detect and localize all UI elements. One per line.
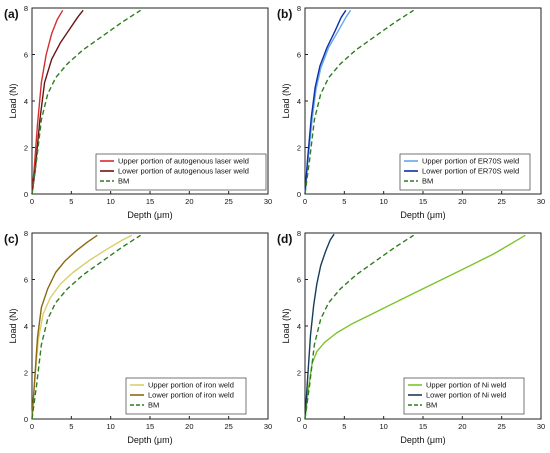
- x-tick-label: 20: [185, 197, 193, 206]
- x-axis-title: Depth (μm): [127, 210, 172, 220]
- y-tick-label: 2: [297, 144, 301, 153]
- y-axis-title: Load (N): [281, 83, 291, 118]
- legend-label: BM: [118, 177, 129, 186]
- y-tick-label: 8: [24, 4, 28, 13]
- x-axis-title: Depth (μm): [400, 210, 445, 220]
- series-line: [31, 9, 64, 195]
- x-tick-label: 5: [69, 422, 73, 431]
- panel-label: (a): [4, 7, 19, 21]
- x-tick-label: 30: [537, 422, 545, 431]
- y-tick-label: 0: [24, 415, 28, 424]
- x-tick-label: 30: [264, 422, 272, 431]
- y-tick-label: 4: [24, 97, 28, 106]
- legend-box: [403, 377, 525, 415]
- x-axis-title: Depth (μm): [127, 435, 172, 445]
- x-tick-label: 0: [303, 197, 307, 206]
- legend-box: [399, 153, 531, 191]
- panel-label: (c): [4, 232, 19, 246]
- y-tick-label: 2: [24, 369, 28, 378]
- y-tick-label: 0: [24, 190, 28, 199]
- y-tick-label: 4: [297, 322, 301, 331]
- series-line: [304, 234, 526, 420]
- x-tick-label: 5: [342, 422, 346, 431]
- x-tick-label: 20: [458, 422, 466, 431]
- series-line: [304, 234, 414, 420]
- x-tick-label: 5: [69, 197, 73, 206]
- x-tick-label: 15: [146, 422, 154, 431]
- x-tick-label: 5: [342, 197, 346, 206]
- y-tick-label: 4: [24, 322, 28, 331]
- x-tick-label: 25: [224, 197, 232, 206]
- y-tick-label: 0: [297, 415, 301, 424]
- y-axis-title: Load (N): [8, 308, 18, 343]
- x-tick-label: 10: [379, 197, 387, 206]
- legend-label: Upper portion of Ni weld: [426, 381, 506, 390]
- y-tick-label: 8: [24, 229, 28, 238]
- x-tick-label: 25: [224, 422, 232, 431]
- y-tick-label: 4: [297, 97, 301, 106]
- y-tick-label: 8: [297, 229, 301, 238]
- series-line: [31, 234, 98, 420]
- x-tick-label: 0: [30, 422, 34, 431]
- series-line: [31, 234, 141, 420]
- x-tick-label: 10: [379, 422, 387, 431]
- legend-label: BM: [148, 401, 159, 410]
- x-tick-label: 0: [30, 197, 34, 206]
- y-tick-label: 6: [297, 51, 301, 60]
- y-tick-label: 6: [24, 276, 28, 285]
- y-tick-label: 6: [297, 276, 301, 285]
- x-tick-label: 0: [303, 422, 307, 431]
- x-tick-label: 10: [106, 197, 114, 206]
- x-tick-label: 15: [146, 197, 154, 206]
- x-tick-label: 10: [106, 422, 114, 431]
- y-axis-title: Load (N): [8, 83, 18, 118]
- series-line: [304, 233, 335, 420]
- panel-label: (b): [277, 7, 292, 21]
- y-tick-label: 2: [297, 369, 301, 378]
- y-axis-title: Load (N): [281, 308, 291, 343]
- y-tick-label: 6: [24, 51, 28, 60]
- x-tick-label: 25: [497, 422, 505, 431]
- panel-label: (d): [277, 232, 292, 246]
- x-axis-title: Depth (μm): [400, 435, 445, 445]
- x-tick-label: 30: [537, 197, 545, 206]
- legend-label: Upper portion of autogenous laser weld: [118, 157, 249, 166]
- legend-label: Lower portion of autogenous laser weld: [118, 167, 249, 176]
- legend-label: Lower portion of iron weld: [148, 391, 234, 400]
- legend-label: Lower portion of ER70S weld: [422, 167, 519, 176]
- x-tick-label: 20: [458, 197, 466, 206]
- x-tick-label: 20: [185, 422, 193, 431]
- series-line: [304, 9, 352, 195]
- legend-label: Upper portion of ER70S weld: [422, 157, 519, 166]
- legend-label: Upper portion of iron weld: [148, 381, 234, 390]
- legend-label: Lower portion of Ni weld: [426, 391, 506, 400]
- series-line: [304, 9, 414, 195]
- series-line: [31, 9, 141, 195]
- y-tick-label: 0: [297, 190, 301, 199]
- x-tick-label: 25: [497, 197, 505, 206]
- x-tick-label: 15: [419, 422, 427, 431]
- legend-label: BM: [422, 177, 433, 186]
- series-line: [304, 9, 347, 195]
- y-tick-label: 8: [297, 4, 301, 13]
- x-tick-label: 30: [264, 197, 272, 206]
- legend-box: [125, 377, 247, 415]
- legend-box: [95, 153, 267, 191]
- y-tick-label: 2: [24, 144, 28, 153]
- series-line: [31, 234, 133, 420]
- x-tick-label: 15: [419, 197, 427, 206]
- legend-label: BM: [426, 401, 437, 410]
